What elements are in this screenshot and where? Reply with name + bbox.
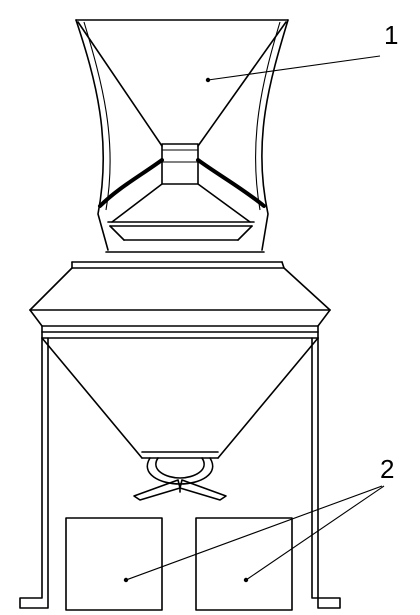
container-right	[195, 517, 293, 611]
middle-body	[29, 267, 331, 339]
callout-2-leader-left	[125, 485, 383, 581]
callout-2-label: 2	[380, 454, 394, 484]
container-left	[65, 517, 163, 611]
callout-1-label: 1	[384, 20, 398, 50]
callout-2-leader-right	[245, 485, 385, 581]
upper-hopper	[71, 19, 289, 269]
callout-1-leader	[207, 55, 381, 81]
callout-leaders	[125, 55, 385, 581]
support-legs	[19, 337, 341, 609]
lower-cone	[41, 337, 319, 459]
discharge-chute	[133, 457, 227, 501]
